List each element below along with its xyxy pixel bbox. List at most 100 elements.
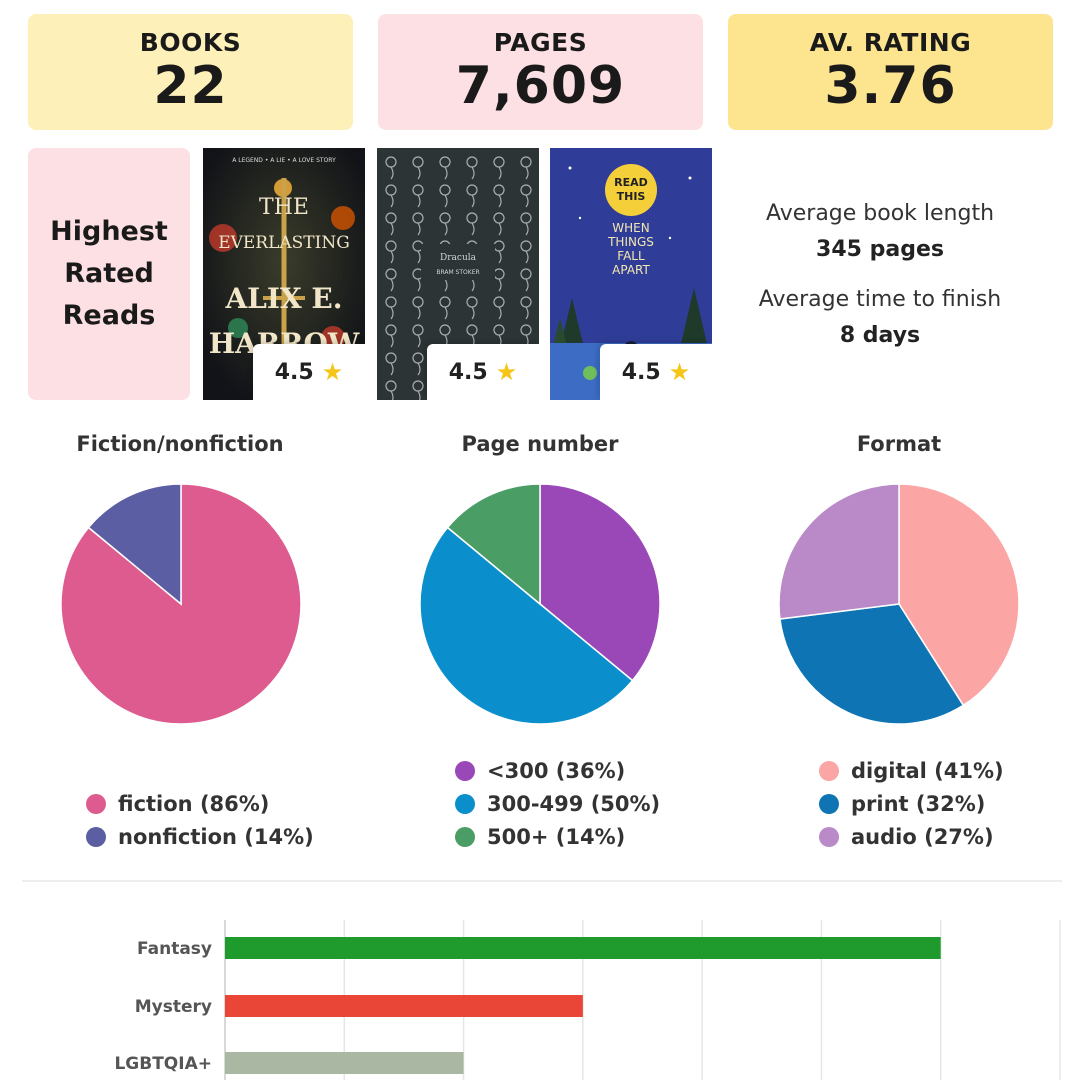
legend-item: audio (27%) — [819, 820, 1004, 853]
fiction-pie-chart — [60, 483, 302, 725]
pattern-stem — [498, 222, 502, 236]
book-cover-dracula[interactable]: Dracula BRAM STOKER 4.5 ★ — [377, 148, 539, 400]
bar-category-label: LGBTQIA+ — [114, 1054, 212, 1074]
legend-dot — [86, 826, 106, 847]
pattern-stem — [417, 194, 421, 208]
pattern-stem — [525, 166, 529, 180]
pattern-stem — [417, 250, 421, 264]
pages-chart-title: Page number — [461, 432, 619, 456]
pattern-stem — [525, 222, 529, 236]
pattern-stem — [444, 194, 448, 208]
bar — [225, 995, 583, 1017]
pattern-stem — [498, 250, 502, 264]
star-icon: ★ — [668, 358, 691, 386]
format-chart-title: Format — [856, 432, 942, 456]
pie-slice — [539, 483, 661, 682]
rating-value: 3.76 — [824, 56, 957, 116]
rating-badge: 4.5 ★ — [427, 344, 539, 400]
pie-slice — [87, 483, 182, 606]
cover-title-when: WHEN — [612, 221, 649, 235]
pages-label: PAGES — [493, 28, 588, 57]
legend-label: print (32%) — [851, 791, 986, 816]
star-icon: ★ — [321, 358, 344, 386]
pattern-stem — [444, 278, 448, 292]
pie-slice — [446, 483, 541, 606]
rating-label: AV. RATING — [809, 28, 972, 57]
pattern-stem — [417, 166, 421, 180]
cover-author-first: ALIX E. — [224, 282, 342, 315]
cover-title-fall: FALL — [617, 249, 645, 263]
pattern-stem — [471, 306, 475, 320]
book-rating: 4.5 — [621, 359, 661, 385]
pattern-stem — [417, 222, 421, 236]
bar — [225, 937, 941, 959]
book-rating: 4.5 — [274, 359, 314, 385]
pattern-stem — [390, 250, 394, 264]
cover-title-things: THINGS — [607, 235, 654, 249]
legend-label: 500+ (14%) — [487, 824, 626, 849]
pattern-stem — [390, 390, 394, 400]
pattern-stem — [390, 334, 394, 348]
pattern-stem — [417, 362, 421, 376]
pattern-stem — [417, 390, 421, 400]
pattern-stem — [525, 250, 529, 264]
avg-time-label: Average time to finish — [758, 287, 1002, 312]
star-icon: ★ — [495, 358, 518, 386]
legend-dot — [819, 793, 839, 814]
pattern-stem — [390, 194, 394, 208]
pattern-stem — [390, 278, 394, 292]
book-cover-when-things-fall-apart[interactable]: READ THIS WHEN THINGS FALL APART 4.5 ★ — [550, 148, 712, 400]
section-divider — [22, 880, 1062, 882]
legend-dot — [455, 793, 475, 814]
legend-dot — [819, 826, 839, 847]
books-stat-card: BOOKS 22 — [28, 14, 353, 130]
cover-title-the: THE — [259, 195, 309, 220]
avg-time-value: 8 days — [839, 323, 921, 348]
legend-item: digital (41%) — [819, 754, 1004, 787]
pattern-stem — [390, 222, 394, 236]
avg-length-label: Average book length — [765, 201, 995, 226]
bar-category-label: Fantasy — [137, 939, 212, 959]
cover-author-stoker: BRAM STOKER — [436, 269, 479, 276]
fiction-chart-title: Fiction/nonfiction — [76, 432, 284, 456]
avg-length-value: 345 pages — [816, 237, 944, 262]
pattern-stem — [444, 306, 448, 320]
rating-badge: 4.5 ★ — [253, 344, 365, 400]
heading-line: Reads — [62, 300, 156, 331]
cover-title-dracula: Dracula — [440, 253, 477, 263]
book-rating: 4.5 — [448, 359, 488, 385]
pages-legend: <300 (36%) 300-499 (50%) 500+ (14%) — [455, 754, 660, 853]
pattern-stem — [471, 194, 475, 208]
legend-label: digital (41%) — [851, 758, 1004, 783]
legend-label: nonfiction (14%) — [118, 824, 314, 849]
pattern-stem — [417, 334, 421, 348]
pattern-stem — [498, 278, 502, 292]
pattern-stem — [390, 362, 394, 376]
pie-slice — [419, 526, 634, 725]
books-label: BOOKS — [139, 28, 242, 57]
book-cover-everlasting[interactable]: A LEGEND • A LIE • A LOVE STORY THE EVER… — [203, 148, 365, 400]
format-pie-chart — [778, 483, 1020, 725]
pattern-stem — [498, 194, 502, 208]
legend-item: print (32%) — [819, 787, 1004, 820]
legend-dot — [455, 760, 475, 781]
pattern-stem — [498, 166, 502, 180]
pattern-stem — [444, 166, 448, 180]
heading-line: Highest — [50, 216, 168, 247]
pattern-stem — [525, 194, 529, 208]
genre-bar-chart: Fantasy Mystery LGBTQIA+ — [114, 920, 1061, 1080]
cover-title-apart: APART — [612, 263, 650, 277]
fiction-legend: fiction (86%) nonfiction (14%) — [86, 787, 314, 853]
pattern-stem — [471, 278, 475, 292]
pages-pie-chart — [419, 483, 661, 725]
cover-title-everlasting: EVERLASTING — [218, 233, 350, 253]
pages-value: 7,609 — [455, 56, 626, 116]
legend-dot — [455, 826, 475, 847]
cover-read: READ — [614, 176, 648, 189]
books-value: 22 — [153, 56, 228, 116]
pie-slice — [778, 483, 900, 620]
pattern-stem — [390, 306, 394, 320]
pattern-stem — [471, 222, 475, 236]
cover-tagline: A LEGEND • A LIE • A LOVE STORY — [232, 157, 336, 164]
pattern-stem — [417, 306, 421, 320]
